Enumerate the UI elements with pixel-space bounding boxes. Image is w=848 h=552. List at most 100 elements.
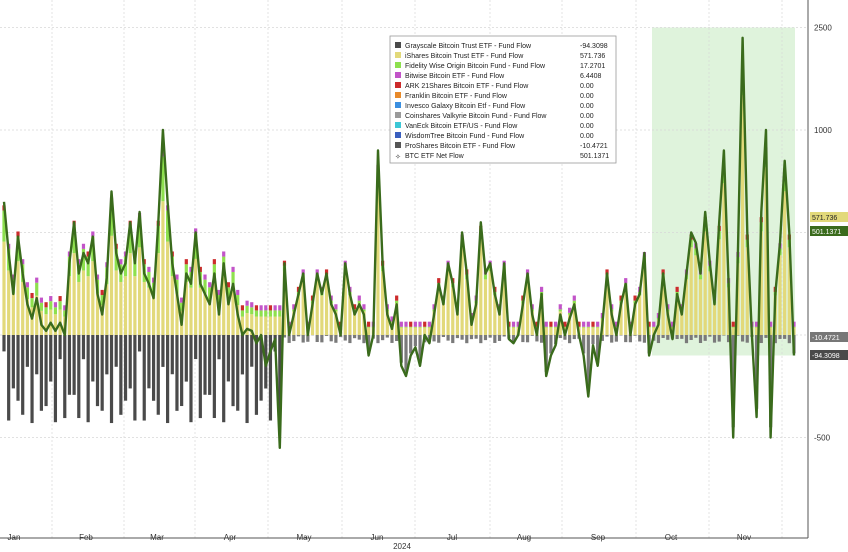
bar-ishares (334, 311, 338, 335)
bar-grayscale (432, 335, 436, 342)
bar-grayscale (633, 335, 637, 336)
bar-ishares (399, 327, 403, 335)
legend-line-marker: ✧ (395, 153, 401, 161)
bar-grayscale (35, 335, 39, 375)
bar-grayscale (549, 335, 553, 354)
bar-ishares (666, 311, 670, 335)
bar-ishares (278, 316, 282, 335)
bar-grayscale (2, 335, 6, 352)
bar-other (292, 304, 296, 310)
bar-other (25, 282, 29, 288)
bar-ishares (460, 247, 464, 335)
bar-grayscale (119, 335, 123, 415)
bar-ishares (483, 279, 488, 335)
bar-fidelity (591, 326, 595, 328)
bar-ishares (212, 281, 216, 335)
bar-fidelity (698, 274, 703, 280)
bar-ishares (44, 314, 48, 335)
bar-grayscale (446, 335, 450, 341)
bar-other (605, 269, 609, 275)
bar-grayscale (109, 335, 114, 424)
bar-ishares (745, 247, 749, 335)
bar-grayscale (133, 335, 137, 421)
bar-grayscale (614, 335, 618, 342)
bar-grayscale (502, 335, 506, 337)
bar-ishares (469, 319, 474, 335)
bar-other (544, 321, 548, 327)
bar-ishares (582, 327, 586, 335)
legend-series-name: iShares Bitcoin Trust ETF - Fund Flow (405, 53, 524, 60)
bar-other (516, 321, 520, 327)
y-tick-label: 2500 (814, 24, 832, 33)
bar-ishares (432, 311, 436, 335)
bar-grayscale (413, 335, 417, 347)
bar-fidelity (58, 301, 62, 310)
bar-fidelity (114, 248, 118, 271)
bar-ishares (151, 295, 156, 335)
bar-grayscale (535, 335, 539, 342)
bar-ishares (437, 287, 441, 335)
bar-ishares (769, 327, 773, 335)
bar-fidelity (161, 156, 165, 202)
bar-other (675, 286, 679, 292)
bar-grayscale (381, 335, 385, 341)
bar-other (147, 266, 151, 272)
bar-other (591, 321, 595, 327)
legend-series-value: -10.4721 (580, 143, 608, 150)
bar-grayscale (77, 335, 81, 419)
bar-other (423, 321, 427, 327)
bar-fidelity (254, 310, 259, 317)
bar-other (553, 321, 558, 327)
bar-other (755, 321, 759, 327)
bar-fidelity (423, 326, 427, 328)
bar-grayscale (287, 335, 291, 343)
bar-fidelity (413, 326, 417, 328)
x-tick-label: Feb (79, 533, 93, 542)
bar-fidelity (63, 310, 67, 317)
bar-fidelity (25, 287, 29, 300)
bar-ishares (722, 183, 726, 335)
bar-other (203, 274, 207, 280)
bar-grayscale (638, 335, 642, 342)
bar-ishares (684, 279, 689, 335)
bar-fidelity (418, 326, 422, 328)
bar-grayscale (301, 335, 305, 343)
bar-grayscale (698, 335, 703, 343)
bar-grayscale (596, 335, 600, 363)
bar-ishares (184, 281, 188, 335)
bar-ishares (189, 287, 193, 335)
bar-grayscale (268, 335, 273, 421)
value-tag (810, 212, 848, 222)
bar-fidelity (357, 300, 361, 304)
bar-grayscale (568, 335, 572, 344)
bar-fidelity (264, 310, 268, 317)
bar-other (222, 251, 226, 257)
bar-grayscale (236, 335, 240, 411)
bar-ishares (698, 279, 703, 335)
bar-fidelity (582, 326, 586, 328)
bar-other (558, 304, 562, 310)
bar-grayscale (352, 335, 357, 339)
bar-fidelity (128, 225, 132, 254)
bar-ishares (530, 311, 534, 335)
bar-ishares (119, 281, 123, 335)
bar-other (208, 282, 212, 288)
bar-grayscale (605, 335, 609, 337)
legend-series-name: Invesco Galaxy Bitcoin Etf - Fund Flow (405, 103, 526, 110)
bar-ishares (21, 281, 25, 335)
legend-series-value: 501.1371 (580, 153, 609, 160)
bar-ishares (105, 284, 109, 335)
bar-grayscale (437, 335, 441, 343)
bar-other (413, 321, 417, 327)
bar-ishares (254, 316, 259, 335)
bar-ishares (619, 303, 623, 335)
value-tag-text: 571.736 (812, 215, 837, 222)
bar-fidelity (362, 309, 366, 312)
bar-grayscale (86, 335, 90, 423)
bar-grayscale (11, 335, 15, 389)
bar-grayscale (156, 335, 160, 415)
bar-grayscale (675, 335, 679, 340)
bar-other (236, 289, 240, 296)
bar-grayscale (296, 335, 301, 337)
bar-other (535, 321, 539, 327)
